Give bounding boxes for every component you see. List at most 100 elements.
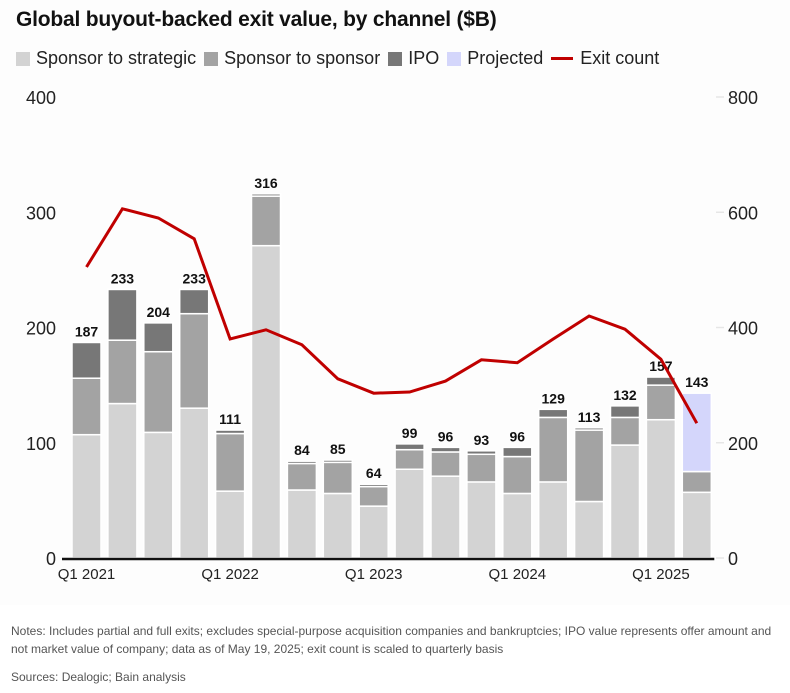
bar-segment-sponsor-to-sponsor [681, 470, 713, 494]
bar-total-label: 96 [438, 428, 454, 444]
bar-segment-ipo [609, 405, 641, 419]
bar-total-label: 316 [254, 175, 278, 191]
bar-segment-ipo [107, 288, 138, 341]
legend-label: Sponsor to sponsor [224, 48, 381, 68]
legend: Sponsor to strategic Sponsor to sponsor … [16, 48, 667, 69]
legend-label: Projected [467, 48, 544, 68]
total-labels: 187 233 204 233 111 316 84 85 64 99 96 93 96 129 113 13… [75, 175, 709, 481]
legend-swatch-sponsor-to-sponsor [204, 51, 219, 66]
y-tick-label-left: 300 [26, 203, 56, 223]
y-tick-label-right: 800 [728, 88, 758, 108]
bar-segment-sponsor-to-strategic [214, 490, 246, 559]
bar-total-label: 187 [75, 323, 99, 339]
y-tick-label-left: 200 [26, 319, 56, 339]
bar-segment-ipo [286, 460, 318, 465]
bar-total-label: 111 [219, 411, 241, 427]
legend-label: IPO [408, 48, 440, 68]
bar-segment-sponsor-to-sponsor [107, 339, 138, 405]
legend-item-exit-count: Exit count [551, 48, 659, 69]
x-tick-label: Q1 2024 [489, 566, 547, 583]
legend-item-sponsor-to-sponsor: Sponsor to sponsor [204, 48, 380, 69]
bar-segment-ipo [573, 427, 605, 431]
y-tick-label-right: 0 [728, 549, 738, 569]
legend-item-sponsor-to-strategic: Sponsor to strategic [16, 48, 196, 69]
legend-swatch-projected [447, 51, 462, 66]
bar-segment-ipo [466, 450, 497, 456]
y-tick-label-right: 200 [728, 434, 758, 454]
bar-segment-sponsor-to-sponsor [502, 455, 533, 495]
bar-segment-sponsor-to-strategic [573, 500, 605, 559]
bar-segment-sponsor-to-sponsor [178, 312, 210, 409]
chart-plot: 0 100 200 300 400 0 200 400 600 800 187 233 204 233… [26, 88, 758, 583]
bar-segment-ipo [430, 446, 461, 453]
bar-segment-sponsor-to-strategic [286, 489, 318, 559]
y-tick-label-left: 100 [26, 434, 56, 454]
x-tick-label: Q1 2022 [201, 566, 259, 583]
y-tick-label-left: 0 [46, 549, 56, 569]
bar-segment-sponsor-to-strategic [178, 407, 210, 559]
y-tick-label-right: 400 [728, 319, 758, 339]
bar-segment-sponsor-to-strategic [143, 431, 174, 559]
bar-segment-sponsor-to-sponsor [143, 350, 174, 434]
bar-segment-sponsor-to-strategic [358, 505, 389, 559]
y-tick-label-right: 600 [728, 203, 758, 223]
bar-segment-ipo [214, 429, 246, 435]
bar-segment-sponsor-to-strategic [645, 418, 677, 559]
bar-segment-sponsor-to-sponsor [573, 429, 605, 503]
bars [71, 193, 713, 559]
bar-segment-sponsor-to-sponsor [430, 451, 461, 477]
sources: Sources: Dealogic; Bain analysis [11, 670, 186, 684]
bar-segment-sponsor-to-sponsor [645, 384, 677, 421]
bar-segment-sponsor-to-sponsor [322, 461, 354, 495]
bar-total-label: 84 [294, 442, 310, 458]
exit-count-line [85, 207, 699, 424]
bar-segment-sponsor-to-sponsor [537, 416, 569, 483]
notes: Notes: Includes partial and full exits; … [11, 624, 772, 656]
bar-segment-sponsor-to-strategic [537, 481, 569, 559]
bar-segment-sponsor-to-sponsor [466, 453, 497, 483]
y-axis-left: 0 100 200 300 400 [26, 88, 56, 569]
bar-segment-sponsor-to-sponsor [609, 416, 641, 446]
bar-segment-ipo [71, 341, 102, 379]
bar-total-label: 204 [147, 304, 171, 320]
bar-segment-sponsor-to-strategic [681, 491, 713, 559]
bar-total-label: 99 [402, 425, 418, 441]
legend-item-ipo: IPO [388, 48, 439, 69]
bar-segment-sponsor-to-sponsor [71, 377, 102, 436]
bar-segment-ipo [178, 288, 210, 315]
bar-segment-sponsor-to-sponsor [214, 432, 246, 492]
legend-label: Exit count [580, 48, 660, 68]
bar-segment-ipo [537, 408, 569, 419]
bar-segment-sponsor-to-strategic [107, 402, 138, 559]
x-axis: Q1 2021 Q1 2022 Q1 2023 Q1 2024 Q1 2025 [58, 566, 690, 583]
legend-item-projected: Projected [447, 48, 543, 69]
bar-segment-sponsor-to-strategic [609, 444, 641, 559]
bar-total-label: 85 [330, 441, 346, 457]
x-tick-label: Q1 2021 [58, 566, 116, 583]
legend-swatch-sponsor-to-strategic [16, 51, 30, 66]
bar-total-label: 233 [111, 270, 135, 286]
y-tick-label-left: 400 [26, 88, 56, 108]
bar-total-label: 233 [183, 270, 207, 286]
bar-segment-sponsor-to-strategic [394, 468, 425, 559]
legend-label: Sponsor to strategic [36, 48, 197, 68]
chart-title: Global buyout-backed exit value, by chan… [16, 8, 497, 31]
x-tick-label: Q1 2025 [632, 566, 690, 583]
bar-total-label: 132 [613, 387, 637, 403]
exit-count-line-group [85, 207, 699, 424]
y-axis-right: 0 200 400 600 800 [716, 88, 758, 569]
bar-total-label: 143 [685, 374, 709, 390]
bar-segment-sponsor-to-strategic [250, 244, 282, 559]
bar-segment-sponsor-to-sponsor [286, 462, 318, 491]
bar-segment-ipo [358, 483, 389, 488]
x-tick-label: Q1 2023 [345, 566, 403, 583]
bar-segment-sponsor-to-strategic [430, 475, 461, 559]
bar-total-label: 93 [474, 432, 490, 448]
bar-segment-sponsor-to-strategic [502, 492, 533, 559]
bar-segment-ipo [322, 459, 354, 464]
bar-segment-sponsor-to-strategic [71, 433, 102, 559]
bar-total-label: 64 [366, 465, 382, 481]
bar-segment-sponsor-to-sponsor [394, 448, 425, 471]
bar-segment-ipo [645, 376, 677, 386]
bar-segment-sponsor-to-strategic [322, 492, 354, 559]
